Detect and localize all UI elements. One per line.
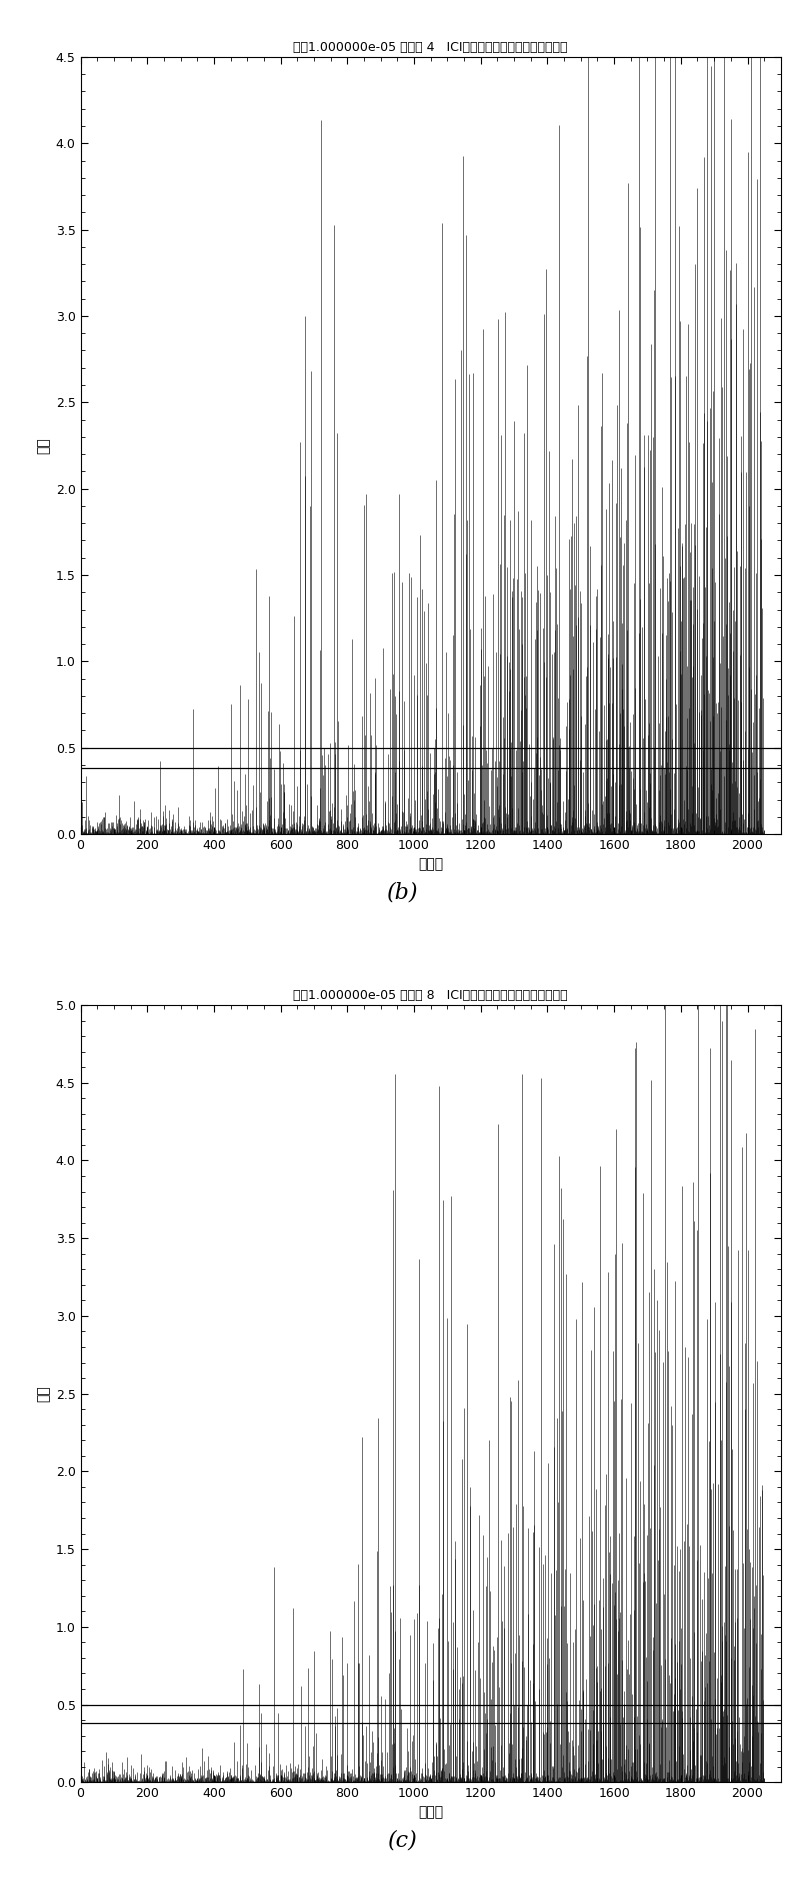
Title: 频偏1.000000e-05 符号： 4   ICI相位噪声占最大允许相移的比例: 频偏1.000000e-05 符号： 4 ICI相位噪声占最大允许相移的比例 (294, 42, 568, 55)
Text: (b): (b) (386, 882, 419, 904)
Y-axis label: 比例: 比例 (36, 438, 50, 453)
X-axis label: 千赋次: 千赋次 (418, 1805, 444, 1820)
Y-axis label: 比例: 比例 (36, 1386, 50, 1401)
Title: 频偏1.000000e-05 符号： 8   ICI相位噪声占最大允许相移的比例: 频偏1.000000e-05 符号： 8 ICI相位噪声占最大允许相移的比例 (293, 990, 568, 1003)
X-axis label: 千赋次: 千赋次 (418, 857, 444, 872)
Text: (c): (c) (388, 1830, 417, 1852)
